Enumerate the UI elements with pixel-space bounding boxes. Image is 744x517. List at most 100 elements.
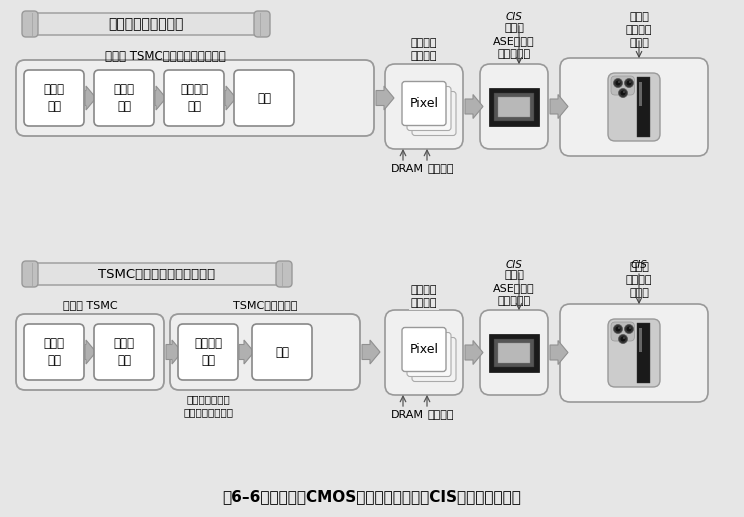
Circle shape — [618, 334, 627, 343]
Text: DRAM: DRAM — [391, 164, 424, 174]
Circle shape — [629, 327, 631, 329]
FancyBboxPatch shape — [170, 314, 360, 390]
Circle shape — [614, 325, 623, 333]
FancyBboxPatch shape — [412, 92, 456, 135]
FancyArrow shape — [362, 340, 380, 364]
FancyArrow shape — [85, 86, 96, 110]
Bar — [498, 97, 530, 116]
Circle shape — [615, 327, 620, 331]
FancyArrow shape — [465, 95, 483, 118]
FancyArrow shape — [550, 341, 568, 364]
Circle shape — [623, 337, 625, 339]
Text: TSMCの熊本工場: TSMCの熊本工場 — [233, 300, 297, 310]
FancyBboxPatch shape — [94, 70, 154, 126]
Text: マスク
製造: マスク 製造 — [114, 83, 135, 113]
FancyBboxPatch shape — [402, 327, 446, 372]
FancyBboxPatch shape — [22, 261, 38, 287]
FancyBboxPatch shape — [611, 76, 635, 95]
Text: 中国の
ホンハイ
が組立: 中国の ホンハイ が組立 — [626, 12, 652, 49]
Bar — [494, 93, 534, 120]
Circle shape — [623, 91, 625, 93]
FancyBboxPatch shape — [560, 58, 708, 156]
Text: DRAM: DRAM — [391, 410, 424, 420]
Bar — [489, 333, 539, 372]
Bar — [489, 87, 539, 126]
Text: 台湾の
ASEなどが
パッケージ: 台湾の ASEなどが パッケージ — [493, 270, 535, 307]
FancyArrow shape — [550, 95, 568, 118]
Circle shape — [620, 90, 626, 96]
Text: CIS: CIS — [631, 260, 647, 270]
Text: 今までの生産の流れ: 今までの生産の流れ — [109, 17, 184, 31]
FancyBboxPatch shape — [412, 338, 456, 382]
Bar — [638, 323, 650, 383]
Bar — [639, 82, 642, 106]
FancyBboxPatch shape — [254, 11, 270, 37]
Text: 図6–6　ソニーのCMOSイメージセンサ（CIS）の生産の流れ: 図6–6 ソニーのCMOSイメージセンサ（CIS）の生産の流れ — [222, 490, 522, 505]
Text: 台湾の
ASEなどが
パッケージ: 台湾の ASEなどが パッケージ — [493, 23, 535, 59]
Text: 台湾の TSMC: 台湾の TSMC — [62, 300, 118, 310]
Text: ロジック: ロジック — [427, 164, 454, 174]
Text: 日本人技術者が
開発と量産を行う: 日本人技術者が 開発と量産を行う — [183, 394, 233, 417]
Text: Pixel: Pixel — [409, 343, 438, 356]
Text: プロセス
開発: プロセス 開発 — [180, 83, 208, 113]
FancyBboxPatch shape — [611, 322, 635, 341]
FancyArrow shape — [225, 86, 236, 110]
FancyBboxPatch shape — [407, 86, 451, 130]
FancyBboxPatch shape — [24, 324, 84, 380]
Circle shape — [618, 81, 620, 83]
Text: マスク
設計: マスク 設計 — [43, 83, 65, 113]
Bar — [494, 339, 534, 367]
Text: ソニーが
張り合せ: ソニーが 張り合せ — [411, 38, 437, 61]
Text: CIS: CIS — [506, 260, 522, 270]
Circle shape — [629, 81, 631, 83]
Circle shape — [618, 88, 627, 98]
Bar — [639, 328, 642, 352]
Text: 量産: 量産 — [257, 92, 271, 104]
FancyBboxPatch shape — [407, 332, 451, 376]
FancyArrow shape — [155, 86, 166, 110]
Circle shape — [626, 81, 632, 85]
FancyBboxPatch shape — [402, 82, 446, 126]
Circle shape — [626, 327, 632, 331]
Bar — [638, 77, 650, 137]
Text: マスク
製造: マスク 製造 — [114, 337, 135, 367]
FancyBboxPatch shape — [252, 324, 312, 380]
Circle shape — [620, 337, 626, 342]
FancyArrow shape — [376, 86, 394, 110]
Text: ソニーが
張り合せ: ソニーが 張り合せ — [411, 285, 437, 308]
Bar — [498, 342, 530, 362]
Text: 中国の
ホンハイ
が組立: 中国の ホンハイ が組立 — [626, 262, 652, 298]
Text: Pixel: Pixel — [409, 97, 438, 110]
Text: プロセス
開発: プロセス 開発 — [194, 337, 222, 367]
Text: TSMCの熊本工場ができたら: TSMCの熊本工場ができたら — [98, 267, 216, 281]
FancyBboxPatch shape — [16, 60, 374, 136]
FancyArrow shape — [166, 340, 182, 364]
FancyArrow shape — [85, 340, 96, 364]
FancyBboxPatch shape — [385, 310, 463, 395]
FancyBboxPatch shape — [16, 314, 164, 390]
Circle shape — [615, 81, 620, 85]
FancyBboxPatch shape — [178, 324, 238, 380]
FancyBboxPatch shape — [94, 324, 154, 380]
Text: 量産: 量産 — [275, 345, 289, 358]
FancyBboxPatch shape — [32, 13, 260, 35]
FancyBboxPatch shape — [164, 70, 224, 126]
Text: 台湾の TSMC（ロジック半導体）: 台湾の TSMC（ロジック半導体） — [105, 50, 225, 63]
FancyBboxPatch shape — [24, 70, 84, 126]
FancyBboxPatch shape — [608, 319, 660, 387]
Circle shape — [618, 327, 620, 329]
Text: ロジック: ロジック — [427, 410, 454, 420]
FancyBboxPatch shape — [234, 70, 294, 126]
FancyArrow shape — [239, 340, 254, 364]
FancyBboxPatch shape — [608, 73, 660, 141]
Circle shape — [624, 79, 633, 87]
FancyBboxPatch shape — [32, 263, 282, 285]
FancyBboxPatch shape — [22, 11, 38, 37]
FancyBboxPatch shape — [480, 310, 548, 395]
Circle shape — [614, 79, 623, 87]
FancyBboxPatch shape — [276, 261, 292, 287]
FancyArrow shape — [465, 341, 483, 364]
FancyBboxPatch shape — [385, 64, 463, 149]
FancyBboxPatch shape — [560, 304, 708, 402]
Text: CIS: CIS — [506, 12, 522, 22]
